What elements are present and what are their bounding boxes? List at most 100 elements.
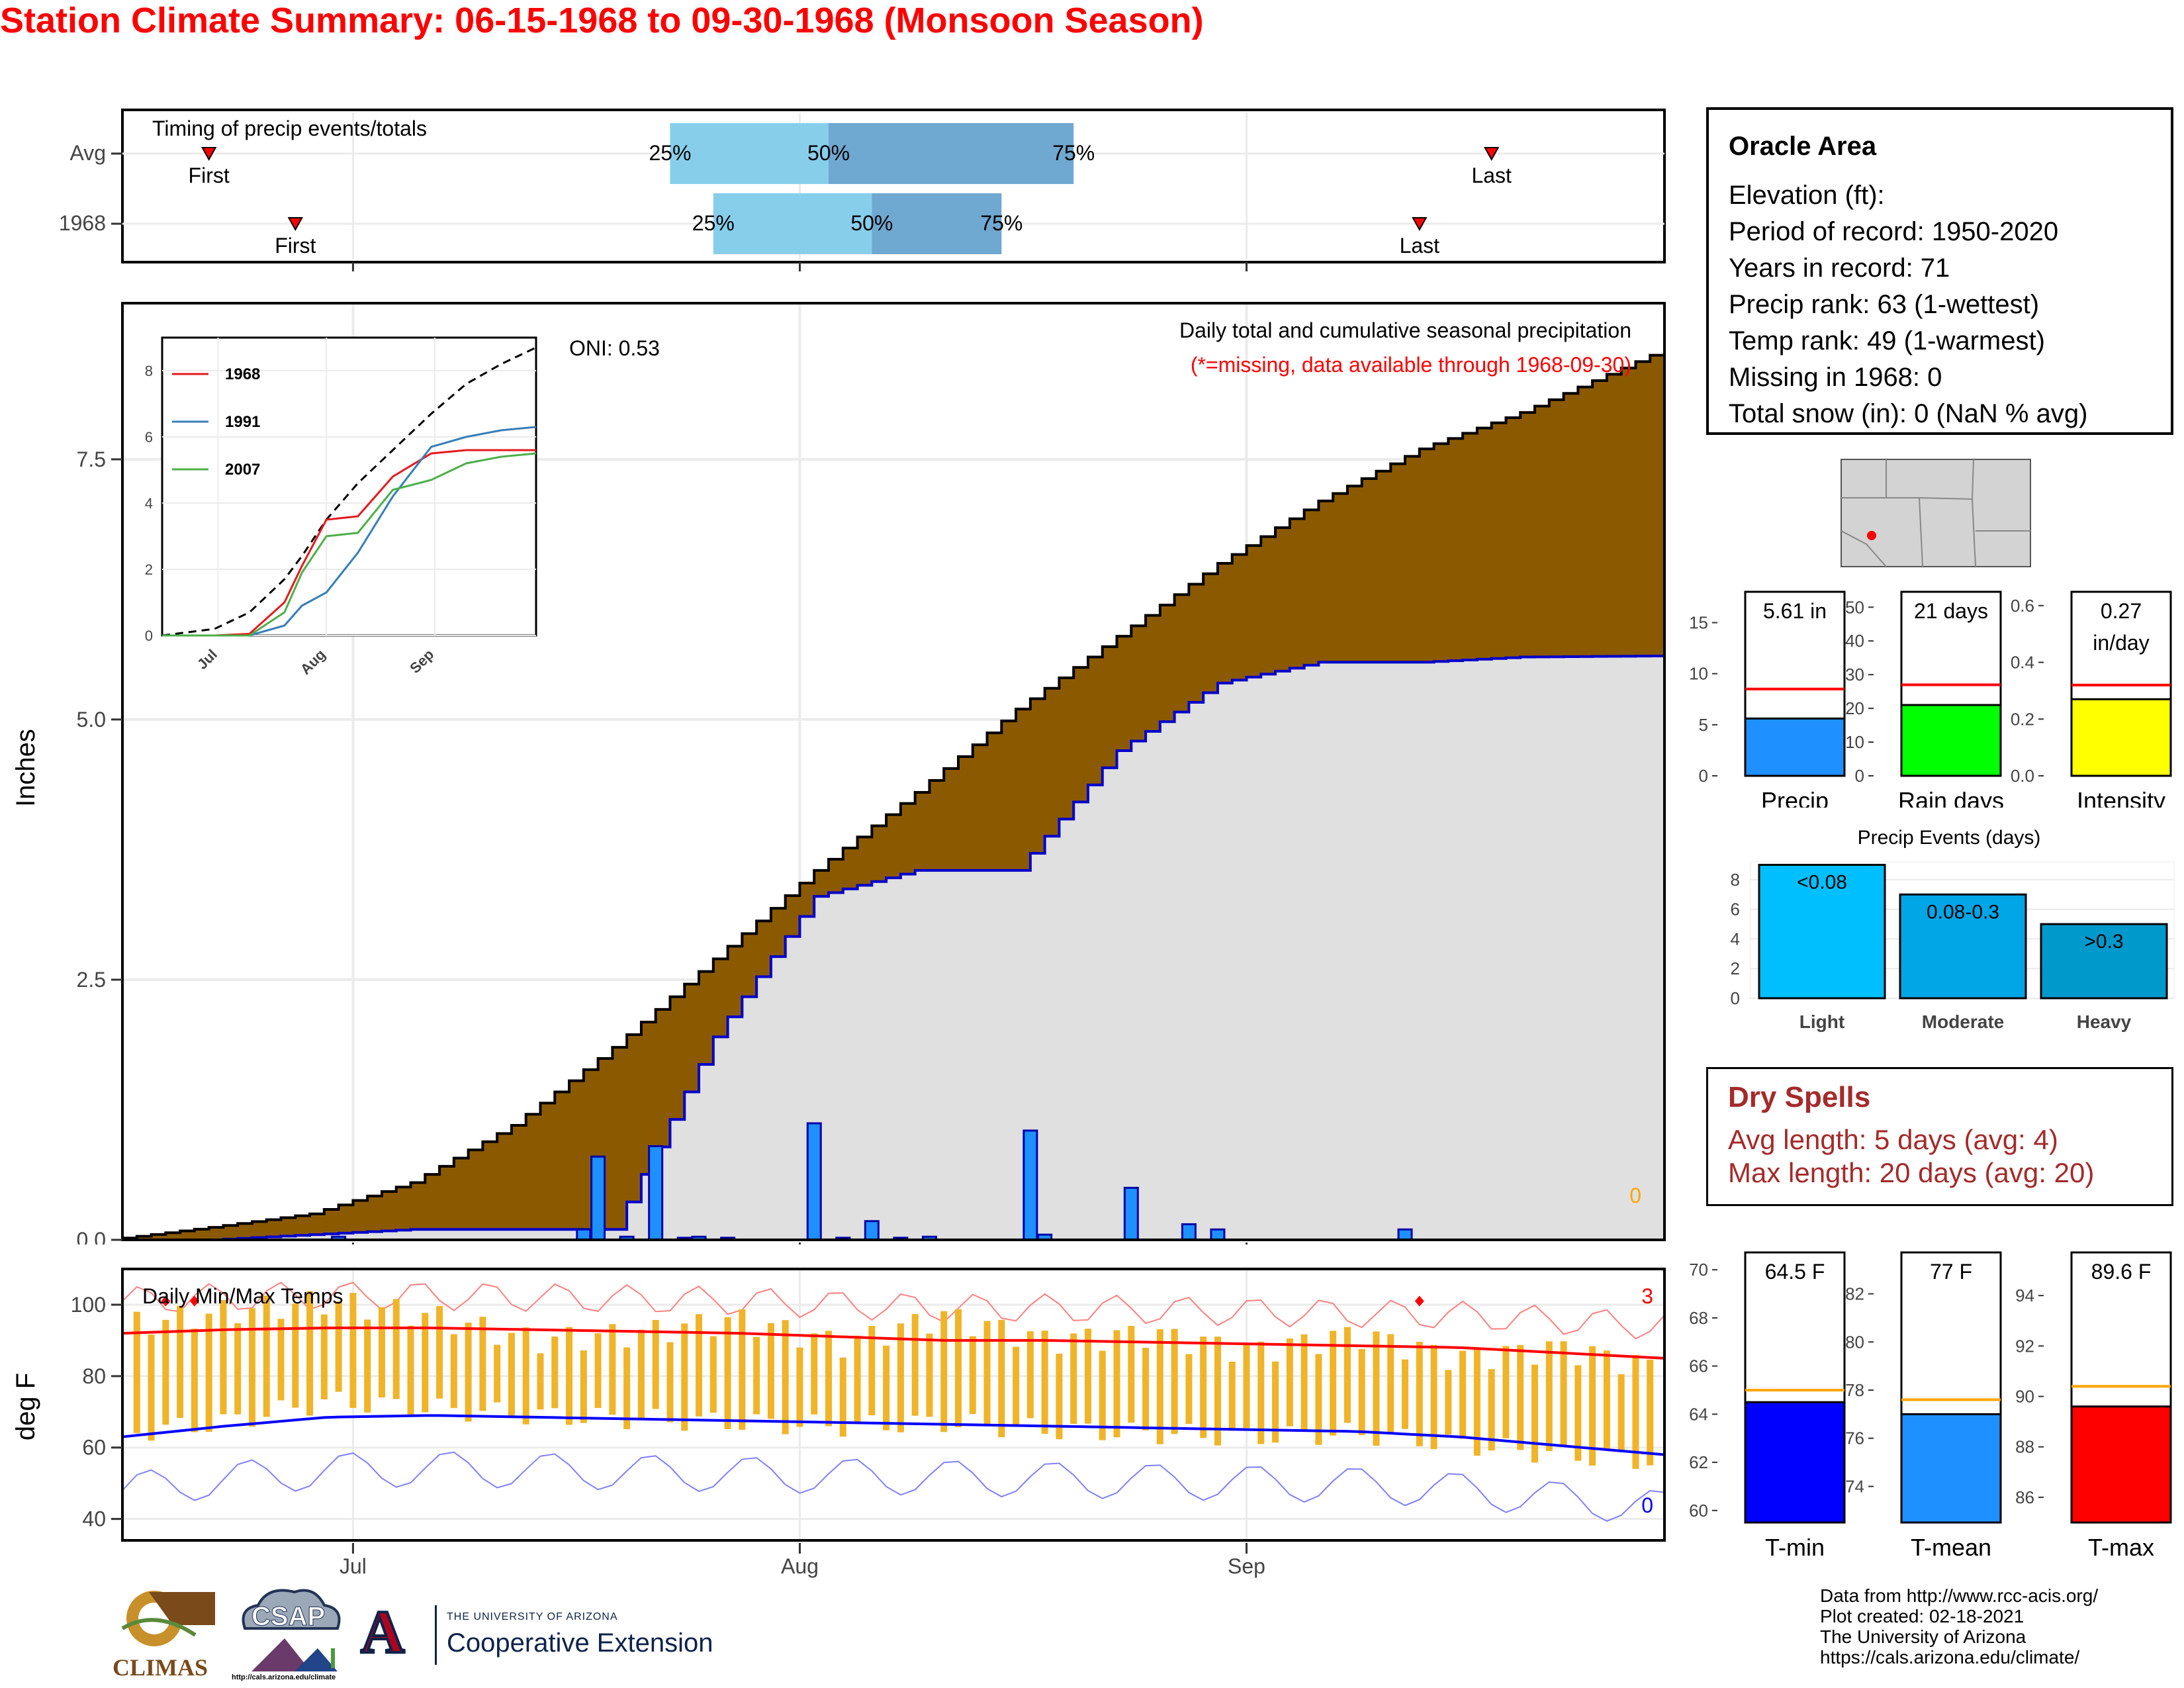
daily-temp-range-bar	[494, 1344, 501, 1403]
daily-temp-range-bar	[1041, 1331, 1048, 1434]
temp-ytick-label: 40	[82, 1507, 106, 1531]
ua-cooperative-extension-logo[interactable]: A THE UNIVERSITY OF ARIZONA Cooperative …	[359, 1597, 745, 1675]
dry-spells-title: Dry Spells	[1728, 1081, 1871, 1113]
precip-ylabel: Inches	[11, 729, 40, 807]
climas-logo-text: CLIMAS	[113, 1654, 208, 1681]
daily-temp-range-bar	[839, 1357, 846, 1437]
daily-precip-bar	[806, 1122, 822, 1241]
daily-temp-range-bar	[1156, 1329, 1163, 1444]
credit-line: The University of Arizona	[1820, 1626, 2026, 1647]
daily-temp-range-bar	[508, 1333, 515, 1418]
events-bar	[2040, 923, 2168, 1000]
daily-temp-range-bar	[1402, 1359, 1409, 1429]
events-bar-label: >0.3	[2084, 931, 2123, 953]
daily-temp-range-bar	[739, 1309, 746, 1430]
st-ytick-label: 0.2	[2011, 709, 2034, 729]
events-bar-label: <0.08	[1797, 871, 1847, 893]
ua-line-2: Cooperative Extension	[447, 1628, 713, 1658]
daily-temp-range-bar	[1589, 1346, 1596, 1466]
daily-temp-range-bar	[681, 1323, 688, 1431]
station-info: Oracle Area Elevation (ft): Period of re…	[1706, 107, 2173, 435]
daily-temp-range-bar	[1445, 1370, 1452, 1435]
daily-temp-range-bar	[162, 1319, 169, 1425]
record-low-line	[122, 1451, 1665, 1522]
precip-chart-subtitle: (*=missing, data available through 1968-…	[1191, 353, 1631, 377]
inset-ytick-label: 6	[145, 429, 153, 445]
precip-ytick-label: 5.0	[77, 708, 106, 731]
daily-temp-range-bar	[911, 1314, 919, 1416]
record-low-count: 0	[1641, 1493, 1653, 1517]
dry-spell-max: Max length: 20 days (avg: 20)	[1728, 1157, 2095, 1188]
daily-temp-range-bar	[623, 1347, 631, 1429]
tm-ytick-label: 60	[1689, 1501, 1708, 1521]
daily-precip-bar	[864, 1220, 880, 1241]
daily-temp-range-bar	[364, 1319, 371, 1413]
dry-spells-box: Dry Spells Avg length: 5 days (avg: 4) M…	[1706, 1067, 2173, 1206]
daily-temp-range-bar	[1113, 1330, 1120, 1438]
missing-count: 0	[1629, 1184, 1641, 1207]
st-ytick-label: 5	[1699, 715, 1708, 735]
st-ytick-label: 0.6	[2011, 596, 2034, 616]
daily-temp-range-bar	[436, 1306, 443, 1399]
st-ytick-label: 50	[1845, 597, 1864, 617]
tm-bar	[1900, 1413, 2002, 1524]
events-ytick-label: 8	[1731, 870, 1740, 890]
record-high-marker	[189, 1295, 199, 1307]
daily-temp-range-bar	[1300, 1334, 1308, 1431]
timing-quantile-label: 75%	[980, 211, 1023, 235]
st-ytick-label: 0.4	[2011, 653, 2034, 673]
climas-logo[interactable]: CLIMAS	[109, 1582, 222, 1681]
daily-temp-range-bar	[940, 1311, 948, 1432]
events-bar	[1899, 893, 2027, 1000]
csap-logo-icon	[242, 1589, 341, 1671]
daily-temp-range-bar	[407, 1325, 414, 1417]
timing-quantile-label: 25%	[649, 141, 691, 165]
daily-temp-range-bar	[263, 1295, 270, 1417]
daily-temp-range-bar	[422, 1313, 429, 1413]
daily-temp-range-bar	[1286, 1338, 1293, 1427]
events-category-label: Moderate	[1922, 1011, 2004, 1032]
tm-ytick-label: 94	[2015, 1286, 2034, 1305]
tm-bar	[1744, 1401, 1846, 1524]
timing-row-label: 1968	[59, 211, 106, 235]
timing-row-label: Avg	[69, 141, 106, 165]
daily-temp-range-bar	[811, 1333, 818, 1415]
record-high-marker	[161, 1295, 171, 1307]
tm-category-label: T-mean	[1911, 1534, 1991, 1561]
tm-ytick-label: 74	[1845, 1476, 1864, 1496]
daily-temp-range-bar	[1142, 1348, 1150, 1430]
daily-temp-range-bar	[1647, 1360, 1654, 1466]
station-name: Oracle Area	[1729, 132, 1877, 161]
temp-chart-title: Daily Min/Max Temps	[142, 1284, 343, 1308]
precip-events-chart: Precip Events (days) 0 2 4 6 8 <0.08 Light 0.08…	[1731, 827, 2175, 1032]
st-bar	[1744, 717, 1846, 777]
daily-temp-range-bar	[782, 1320, 789, 1434]
daily-temp-range-bar	[1632, 1354, 1639, 1469]
daily-precip-bar	[1210, 1228, 1226, 1241]
daily-temp-range-bar	[666, 1342, 674, 1423]
daily-temp-range-bar	[1128, 1325, 1135, 1423]
timing-chart: 25% 50% 75% First Last 25% 50% 75% First Last Tim…	[59, 109, 1666, 271]
dry-spell-avg: Avg length: 5 days (avg: 4)	[1728, 1124, 2058, 1155]
daily-temp-range-bar	[1056, 1353, 1063, 1440]
daily-temp-range-bar	[969, 1336, 976, 1415]
ua-divider	[435, 1605, 437, 1665]
inset-series-line	[162, 449, 536, 637]
daily-temp-range-bar	[551, 1336, 559, 1409]
daily-temp-range-bar	[854, 1335, 861, 1423]
st-bar	[2070, 698, 2172, 777]
timing-box-upper	[872, 193, 1002, 254]
events-category-label: Heavy	[2077, 1011, 2132, 1032]
station-line: Period of record: 1950-2020	[1729, 217, 2059, 246]
timing-box-lower	[670, 123, 829, 184]
daily-temp-range-bar	[696, 1314, 703, 1417]
credit-line: https://cals.arizona.edu/climate/	[1820, 1647, 2080, 1667]
tm-value-label: 64.5 F	[1765, 1260, 1825, 1284]
st-ytick-label: 20	[1845, 698, 1864, 718]
csap-logo[interactable]: CSAP http://cals.arizona.edu/climate	[232, 1582, 351, 1681]
avg-cumulative-line	[121, 353, 1664, 1240]
daily-temp-range-bar	[1373, 1331, 1380, 1446]
daily-temp-range-bar	[378, 1307, 385, 1398]
inset-series-line	[161, 346, 537, 637]
tm-ytick-label: 68	[1689, 1308, 1708, 1328]
